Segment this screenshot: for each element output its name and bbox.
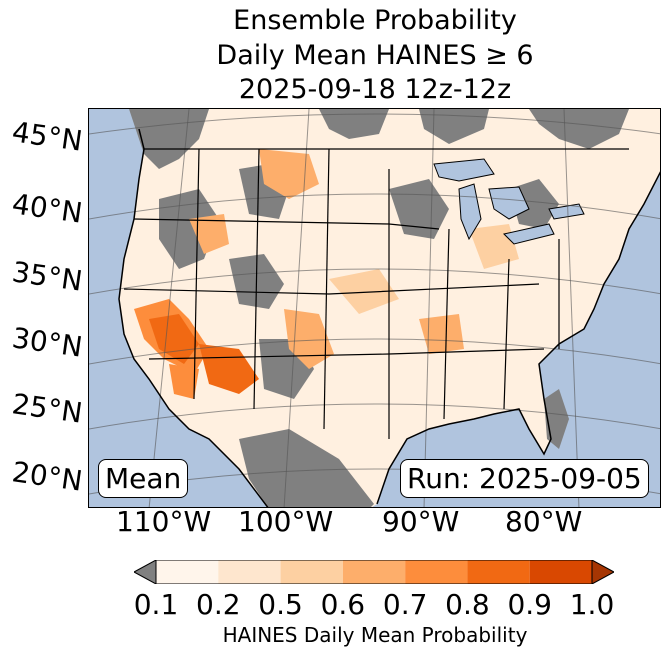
high-probability-areas <box>134 149 519 399</box>
colorbar-tick-label: 0.9 <box>507 588 552 621</box>
colorbar-bin <box>467 560 530 584</box>
colorbar-tick-label: 0.6 <box>320 588 366 621</box>
colorbar-tick-label: 0.8 <box>445 588 490 621</box>
colorbar-outline <box>155 560 593 584</box>
map-panel <box>88 108 661 508</box>
colorbar-tick-label: 0.2 <box>196 588 241 621</box>
lon-label-110: 110°W <box>116 505 212 538</box>
lat-label-25: 25°N <box>10 387 85 430</box>
title-line-1: Ensemble Probability <box>233 5 517 36</box>
colorbar-bin <box>218 560 281 584</box>
colorbar-tick-label: 0.7 <box>382 588 428 621</box>
colorbar-tick-label: 1.0 <box>569 588 615 621</box>
title-line-2: Daily Mean HAINES ≥ 6 <box>216 40 534 71</box>
colorbar-bin <box>529 560 592 584</box>
colorbar-bin <box>405 560 468 584</box>
colorbar <box>134 560 614 584</box>
title-line-3: 2025-09-18 12z-12z <box>238 74 512 105</box>
colorbar-over-arrow <box>591 560 614 584</box>
colorbar-tick-label: 0.5 <box>258 588 303 621</box>
lat-label-30: 30°N <box>10 321 85 364</box>
great-lakes <box>433 158 585 245</box>
colorbar-bin <box>342 560 406 584</box>
lat-label-45: 45°N <box>10 115 85 158</box>
colorbar-bins <box>156 560 592 584</box>
lon-label-80: 80°W <box>505 505 583 538</box>
stat-label-box: Mean <box>98 459 189 498</box>
run-label-box: Run: 2025-09-05 <box>400 459 649 498</box>
lon-label-100: 100°W <box>238 505 334 538</box>
lon-label-90: 90°W <box>382 505 460 538</box>
lat-label-40: 40°N <box>10 187 85 230</box>
colorbar-under-arrow <box>134 560 157 584</box>
colorbar-label: HAINES Daily Mean Probability <box>222 623 528 647</box>
map-canvas <box>89 109 660 507</box>
colorbar-tick-label: 0.1 <box>133 588 179 621</box>
lat-label-35: 35°N <box>10 255 85 298</box>
state-borders <box>123 148 629 439</box>
colorbar-bin <box>280 560 343 584</box>
colorbar-bin <box>156 560 219 584</box>
lat-label-20: 20°N <box>10 455 85 498</box>
coastline <box>118 128 660 507</box>
